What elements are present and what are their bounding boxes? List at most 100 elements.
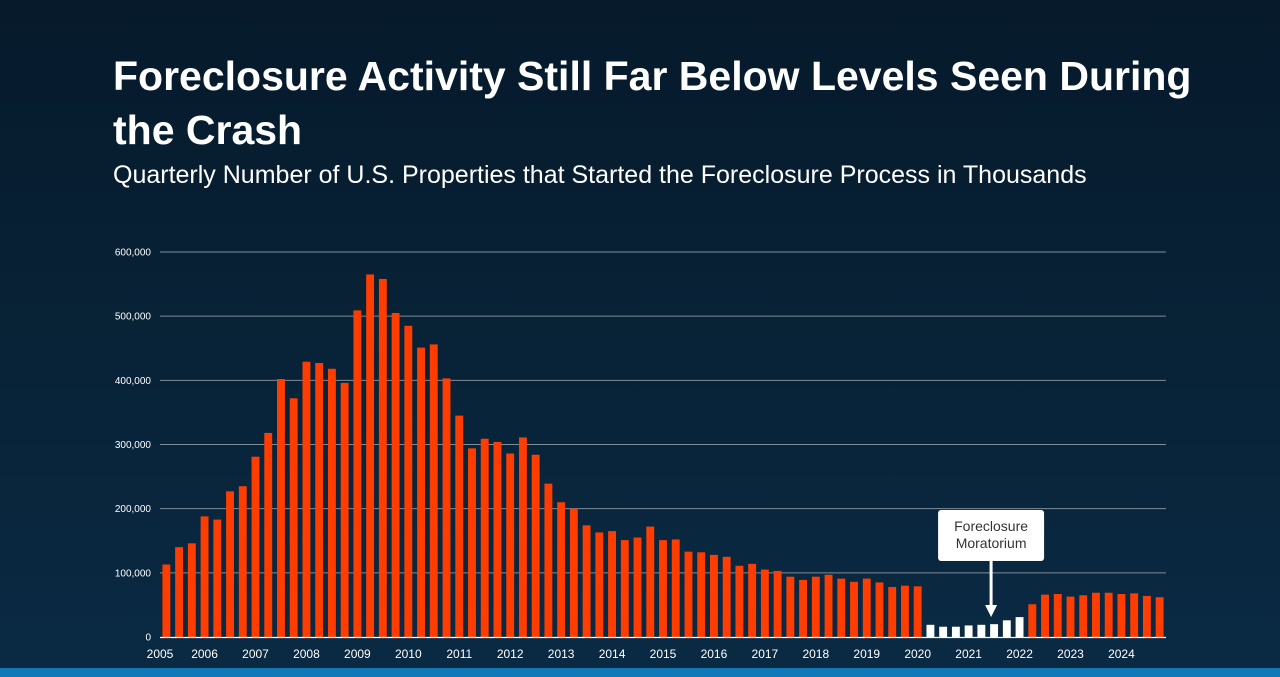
bar (811, 576, 820, 637)
bar (289, 398, 298, 637)
x-tick-label: 2016 (701, 647, 728, 661)
x-tick-label: 2013 (548, 647, 575, 661)
bar (315, 363, 324, 637)
footer-bar (0, 668, 1280, 677)
annotation-text: Foreclosure (954, 518, 1028, 534)
bar (697, 552, 706, 637)
x-tick-label: 2023 (1057, 647, 1084, 661)
bar (773, 570, 782, 637)
x-tick-label: 2024 (1108, 647, 1135, 661)
bar (824, 574, 833, 637)
bar (862, 578, 871, 637)
x-tick-label: 2008 (293, 647, 320, 661)
bar (671, 539, 680, 637)
bar-moratorium (926, 624, 935, 637)
bar (518, 437, 527, 637)
x-tick-label: 2014 (599, 647, 626, 661)
bar (659, 540, 667, 637)
bar (799, 579, 808, 637)
x-tick-label: 2011 (446, 647, 472, 661)
bar-moratorium (964, 625, 973, 637)
x-tick-label: 2019 (853, 647, 880, 661)
bar (1066, 596, 1075, 637)
bar-moratorium (939, 626, 948, 637)
bar (378, 278, 387, 637)
bar (748, 563, 757, 637)
y-tick-label: 300,000 (115, 440, 152, 451)
bar (200, 516, 209, 637)
x-tick-label: 2006 (191, 647, 218, 661)
bar (1117, 594, 1126, 637)
bar (264, 432, 273, 637)
bar (1053, 594, 1062, 637)
bar (1142, 595, 1151, 637)
bar (404, 325, 413, 637)
bar (1092, 592, 1100, 637)
y-tick-label: 100,000 (115, 568, 152, 579)
x-tick-label: 2005 (147, 647, 174, 661)
bar (302, 361, 311, 637)
bar-moratorium (1015, 617, 1024, 637)
bar (442, 378, 451, 637)
bar (709, 554, 718, 637)
y-axis: 0 100,000 200,000 300,000 400,000 500,000 600,… (115, 248, 152, 644)
x-tick-label: 2017 (752, 647, 779, 661)
bar (1130, 593, 1139, 637)
annotation-arrow-head (985, 605, 998, 617)
bar-moratorium (1002, 620, 1011, 637)
bar (913, 586, 922, 637)
bar (340, 382, 349, 637)
chart-title: Foreclosure Activity Still Far Below Lev… (113, 53, 1192, 153)
bar (595, 532, 604, 637)
bar (480, 438, 489, 637)
y-tick-label: 500,000 (115, 312, 152, 323)
bar (238, 486, 247, 637)
bar (391, 312, 400, 637)
bar (837, 578, 846, 637)
bar (582, 525, 591, 637)
x-tick-label: 2007 (242, 647, 269, 661)
x-tick-label: 2022 (1006, 647, 1033, 661)
bar (493, 441, 502, 637)
annotation-box (938, 510, 1045, 561)
bar (429, 344, 438, 637)
x-tick-label: 2020 (904, 647, 931, 661)
bar (1028, 604, 1037, 637)
bar (620, 540, 629, 637)
bar (760, 569, 769, 637)
x-axis: 2005 2006 2007 2008 2009 2010 2011 2012 2013 2014… (147, 636, 1166, 661)
bar (608, 531, 617, 637)
chart-subtitle: Quarterly Number of U.S. Properties that… (113, 161, 1087, 189)
gridlines (160, 251, 1166, 574)
bar (888, 586, 897, 637)
bar-moratorium (990, 624, 999, 637)
bar (1079, 595, 1088, 637)
bar (684, 551, 693, 637)
bar (633, 537, 642, 637)
bar-moratorium (977, 624, 986, 637)
bar (277, 379, 285, 637)
bar (175, 547, 184, 637)
bar (1155, 597, 1164, 637)
bar (1041, 594, 1049, 637)
bar-series (162, 274, 1164, 637)
x-tick-label: 2018 (802, 647, 829, 661)
bar (722, 556, 731, 637)
bar (213, 519, 222, 637)
bar (353, 310, 362, 637)
bar (786, 576, 795, 637)
bar (901, 585, 909, 637)
bar (569, 508, 578, 637)
y-tick-label: 0 (145, 633, 151, 644)
bar (187, 543, 196, 637)
annotation-text: Moratorium (956, 535, 1027, 551)
bar (226, 491, 234, 637)
bar (875, 582, 884, 637)
bar (162, 564, 171, 637)
bar (417, 347, 425, 637)
bar (366, 274, 375, 637)
bar (1104, 592, 1113, 637)
bar (506, 453, 515, 637)
